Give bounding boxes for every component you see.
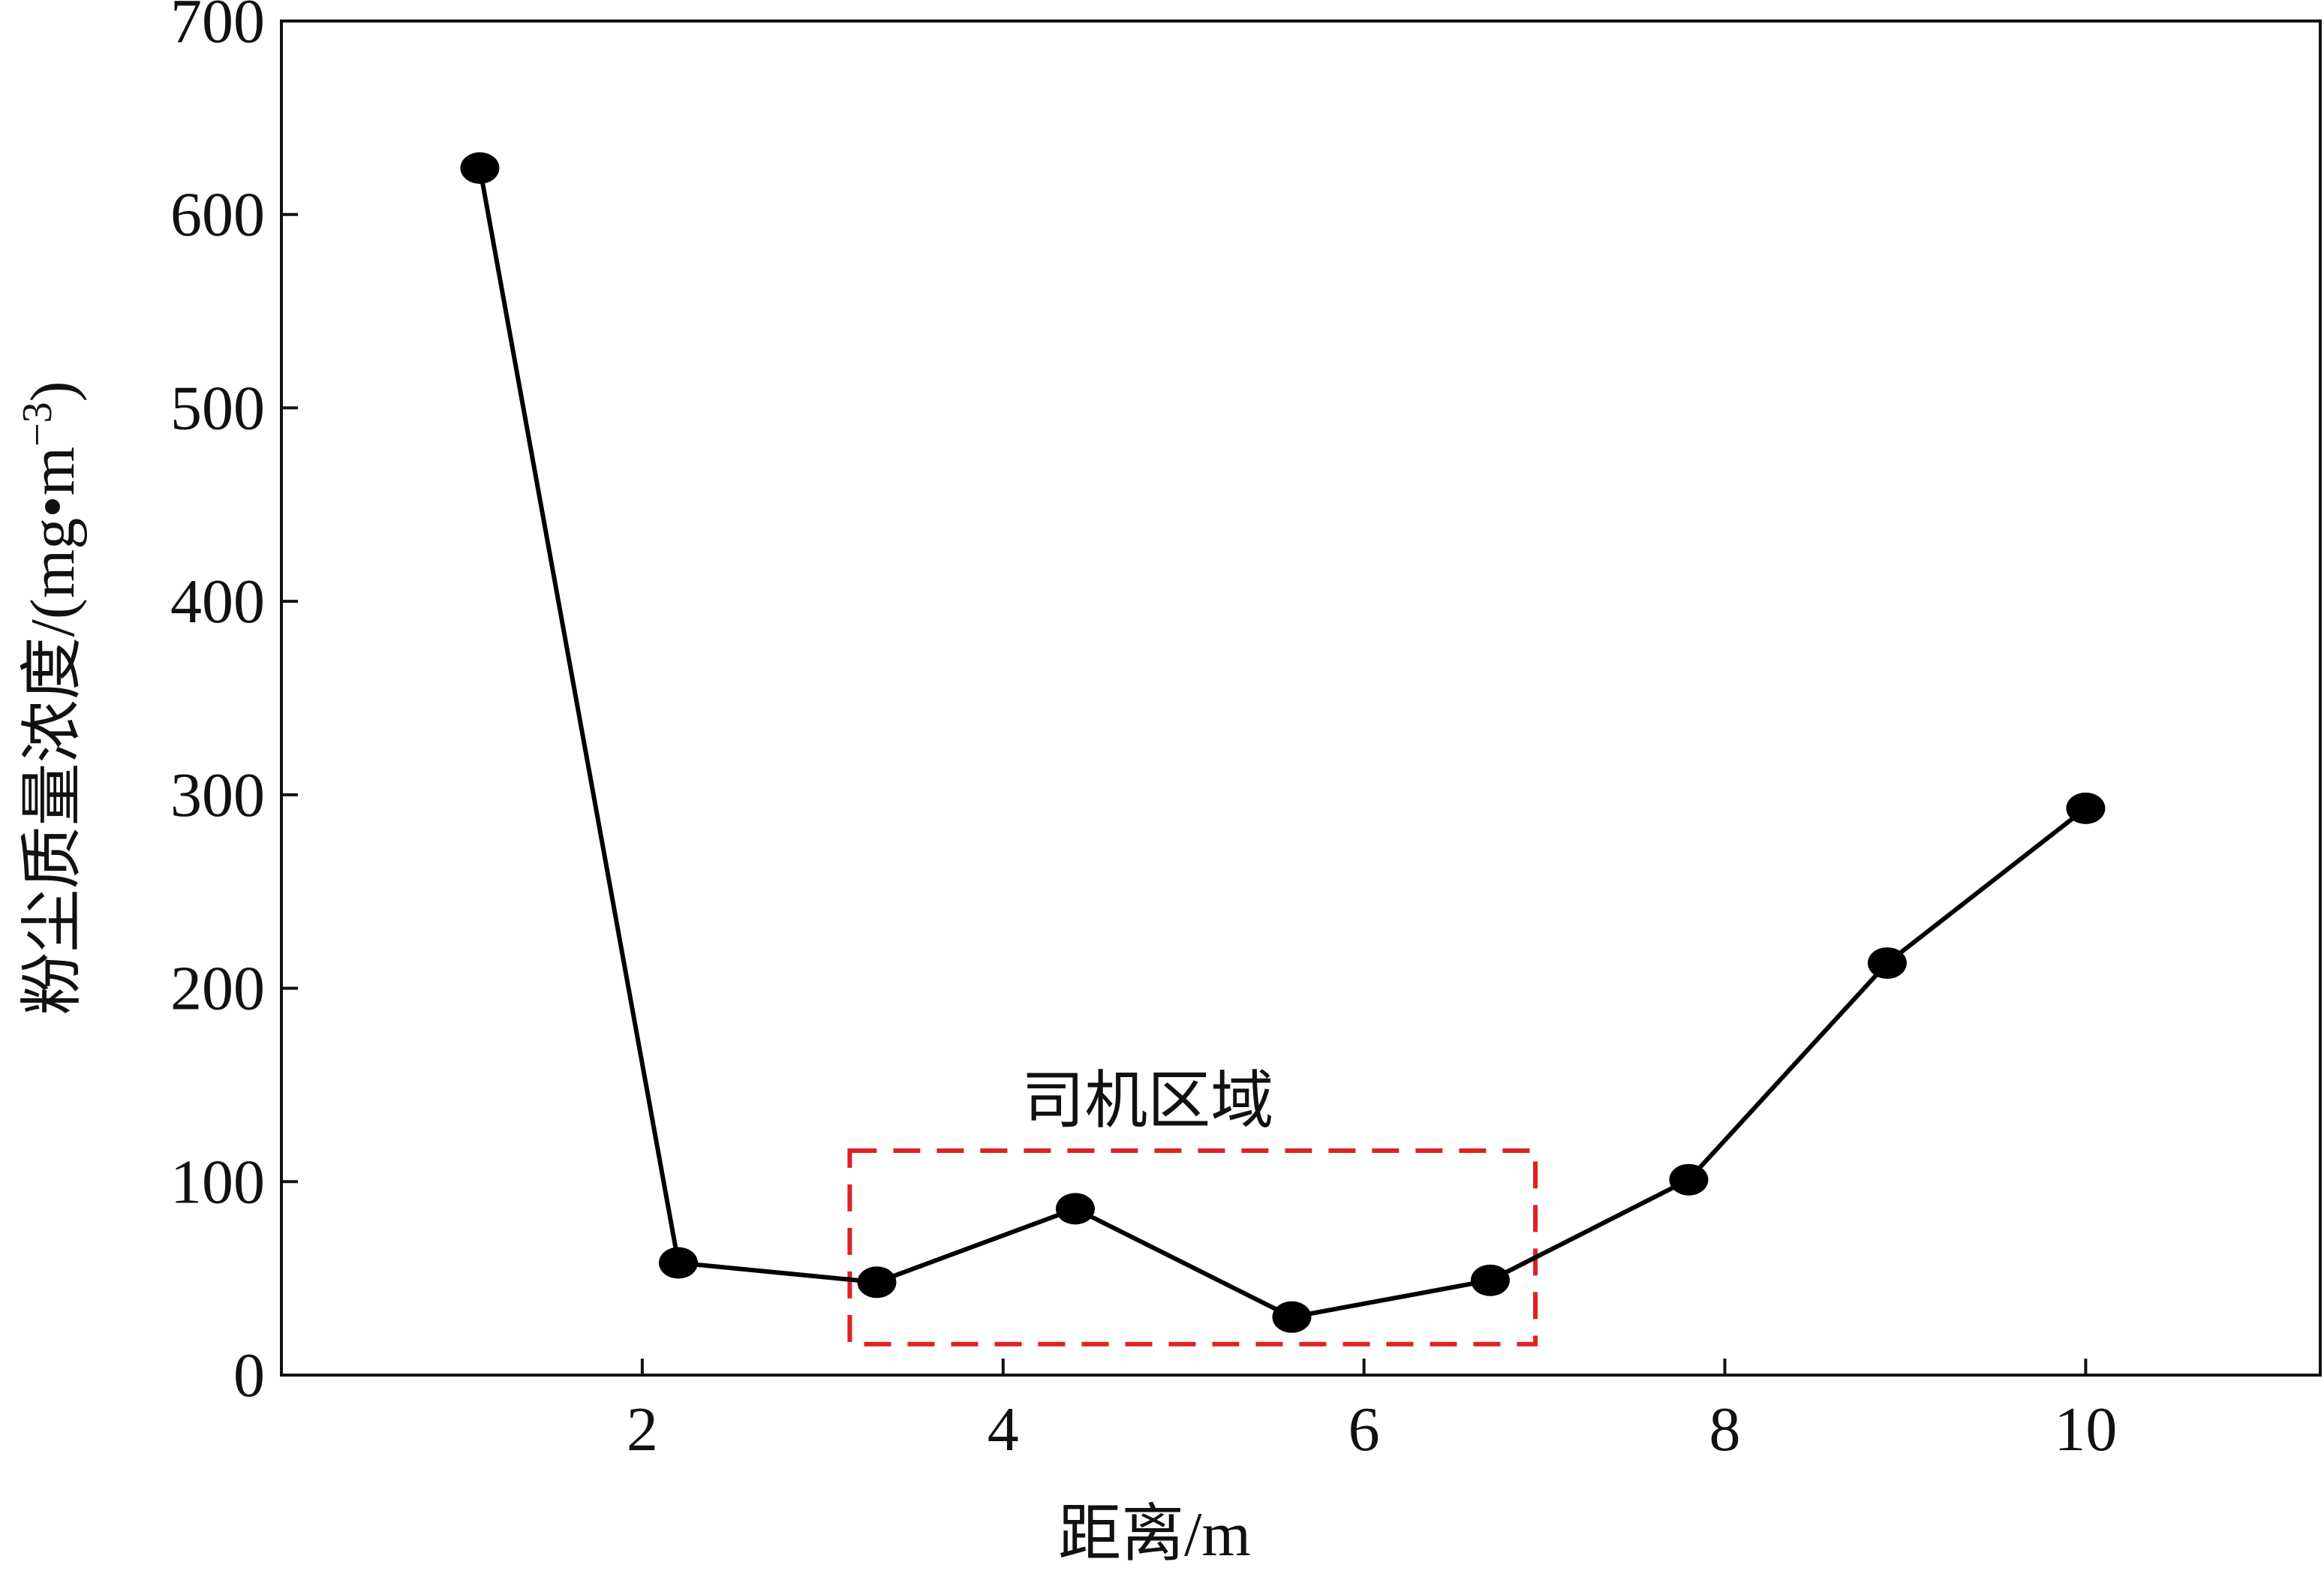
x-tick-label-2: 2 (627, 1395, 658, 1464)
data-point-7 (1669, 1163, 1709, 1196)
y-tick-label-400: 400 (170, 567, 265, 637)
y-tick-label-100: 100 (170, 1147, 265, 1217)
axis-ticks: 0 100 200 300 400 500 600 700 2 4 6 8 10 (170, 0, 2117, 1464)
y-tick-label-500: 500 (170, 373, 265, 443)
y-tick-label-700: 700 (170, 0, 265, 56)
x-tick-label-8: 8 (1709, 1395, 1741, 1464)
y-tick-label-0: 0 (233, 1341, 265, 1410)
x-tick-label-6: 6 (1348, 1395, 1380, 1464)
data-point-9 (2066, 792, 2106, 824)
x-tick-label-4: 4 (988, 1395, 1019, 1464)
annotation-layer: 司机区域 (847, 1064, 1538, 1347)
data-point-3 (857, 1266, 897, 1299)
plot-border (280, 20, 2322, 1377)
y-axis-title-group: 粉尘质量浓度/(mg•m−3) (14, 381, 88, 1016)
data-point-2 (658, 1247, 698, 1279)
y-axis-title-main: 粉尘质量浓度/(mg•m (18, 447, 88, 1015)
y-axis-title: 粉尘质量浓度/(mg•m−3) (14, 381, 88, 1016)
series-layer (460, 152, 2106, 1333)
y-tick-label-300: 300 (170, 760, 265, 830)
driver-zone-box (847, 1148, 1538, 1347)
x-tick-label-10: 10 (2054, 1395, 2117, 1464)
plot-frame (280, 20, 2322, 1377)
x-axis-title: 距离/m (1058, 1500, 1251, 1569)
y-tick-label-200: 200 (170, 954, 265, 1024)
data-point-8 (1867, 947, 1907, 980)
y-axis-title-close: ) (18, 381, 88, 402)
y-tick-label-600: 600 (170, 180, 265, 250)
series-line-0 (477, 167, 2088, 1320)
data-point-4 (1055, 1193, 1095, 1225)
axis-labels: 距离/m 粉尘质量浓度/(mg•m−3) (14, 381, 1251, 1569)
driver-zone-label: 司机区域 (1021, 1064, 1273, 1137)
data-point-1 (460, 152, 500, 184)
y-axis-title-superscript: −3 (14, 402, 61, 447)
data-point-6 (1470, 1264, 1510, 1296)
data-point-5 (1272, 1301, 1312, 1333)
